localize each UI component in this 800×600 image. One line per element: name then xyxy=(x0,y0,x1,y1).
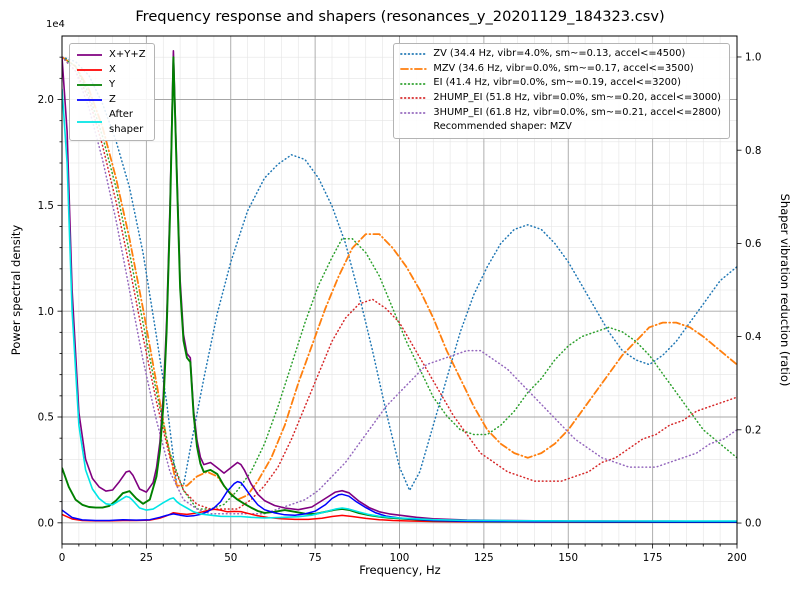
svg-text:0.8: 0.8 xyxy=(745,145,761,157)
psd-curve-after_shaper xyxy=(62,88,737,522)
svg-text:0.5: 0.5 xyxy=(38,412,54,424)
psd-curve-xyz xyxy=(62,50,737,523)
legend-line-sample xyxy=(400,53,428,56)
legend-item: EI (41.4 Hz, vibr=0.0%, sm~=0.19, accel<… xyxy=(400,76,721,91)
legend-line-sample xyxy=(400,97,428,100)
svg-text:25: 25 xyxy=(140,552,153,564)
y-axis-label-right: Shaper vibration reduction (ratio) xyxy=(778,193,792,387)
shaper-curve-3hump_ei xyxy=(62,56,737,515)
legend-item: Z xyxy=(76,92,146,107)
legend-label: After shaper xyxy=(109,109,144,135)
svg-text:0.0: 0.0 xyxy=(38,517,54,529)
legend-label: 3HUMP_EI (61.8 Hz, vibr=0.0%, sm~=0.21, … xyxy=(433,106,721,118)
legend-blank-sample xyxy=(400,123,427,133)
shaper-curve-zv xyxy=(62,56,737,492)
svg-text:0.0: 0.0 xyxy=(745,518,761,530)
svg-text:175: 175 xyxy=(643,552,663,564)
svg-text:0: 0 xyxy=(59,552,66,564)
legend-line-sample xyxy=(400,82,428,85)
legend-line-sample xyxy=(400,68,428,70)
svg-text:75: 75 xyxy=(309,552,322,564)
legend-item: 3HUMP_EI (61.8 Hz, vibr=0.0%, sm~=0.21, … xyxy=(400,106,721,121)
legend-item: 2HUMP_EI (51.8 Hz, vibr=0.0%, sm~=0.20, … xyxy=(400,91,721,106)
svg-text:0.6: 0.6 xyxy=(745,238,761,250)
legend-line-sample xyxy=(400,112,428,114)
legend-line-sample xyxy=(77,68,102,71)
shaper-legend: ZV (34.4 Hz, vibr=4.0%, sm~=0.13, accel<… xyxy=(393,43,730,140)
svg-text:150: 150 xyxy=(558,552,578,564)
legend-label: 2HUMP_EI (51.8 Hz, vibr=0.0%, sm~=0.20, … xyxy=(433,92,721,104)
legend-label: Recommended shaper: MZV xyxy=(433,121,572,133)
legend-label: X+Y+Z xyxy=(109,49,146,60)
chart-title: Frequency response and shapers (resonanc… xyxy=(135,8,665,25)
ticks xyxy=(57,56,742,549)
legend-label: X xyxy=(109,64,116,75)
legend-line-sample xyxy=(77,121,102,123)
svg-text:100: 100 xyxy=(390,552,410,564)
tick-labels: 0 25 50 75 100 125 150 175 200 0.0 0.5 1.0 1.5 2.0 0.0… xyxy=(38,52,762,564)
svg-text:200: 200 xyxy=(727,552,747,564)
legend-item: Recommended shaper: MZV xyxy=(400,120,721,135)
svg-text:1.5: 1.5 xyxy=(38,200,54,212)
svg-text:2.0: 2.0 xyxy=(38,94,54,106)
y-axis-offset-text: 1e4 xyxy=(46,19,65,30)
legend-label: Z xyxy=(109,94,116,105)
legend-item: X+Y+Z xyxy=(76,47,146,62)
legend-item: Y xyxy=(76,77,146,92)
svg-text:0.4: 0.4 xyxy=(745,331,761,343)
psd-legend: X+Y+Z X Y Z After shaper xyxy=(69,43,155,141)
shaper-curve-2hump_ei xyxy=(62,56,737,510)
svg-text:1.0: 1.0 xyxy=(38,306,54,318)
legend-label: ZV (34.4 Hz, vibr=4.0%, sm~=0.13, accel<… xyxy=(433,48,686,59)
shaper-curve-ei xyxy=(62,56,737,510)
y-axis-label-left: Power spectral density xyxy=(9,224,23,356)
series-layer xyxy=(62,50,737,523)
legend-item: X xyxy=(76,62,146,77)
legend-line-sample xyxy=(77,98,102,101)
x-axis-label: Frequency, Hz xyxy=(359,563,441,577)
legend-label: Y xyxy=(109,79,116,90)
svg-text:0.2: 0.2 xyxy=(745,424,761,436)
svg-text:125: 125 xyxy=(474,552,494,564)
shaper-curve-mzv xyxy=(62,56,737,501)
svg-text:1.0: 1.0 xyxy=(745,52,761,64)
legend-line-sample xyxy=(77,83,102,86)
legend-line-sample xyxy=(77,53,102,56)
minor-grid xyxy=(62,36,737,544)
legend-label: MZV (34.6 Hz, vibr=0.0%, sm~=0.17, accel… xyxy=(433,62,694,74)
legend-item: MZV (34.6 Hz, vibr=0.0%, sm~=0.17, accel… xyxy=(400,62,721,77)
legend-label: EI (41.4 Hz, vibr=0.0%, sm~=0.19, accel<… xyxy=(433,77,681,89)
legend-item: ZV (34.4 Hz, vibr=4.0%, sm~=0.13, accel<… xyxy=(400,47,721,62)
svg-text:50: 50 xyxy=(224,552,237,564)
legend-item: After shaper xyxy=(76,107,146,137)
